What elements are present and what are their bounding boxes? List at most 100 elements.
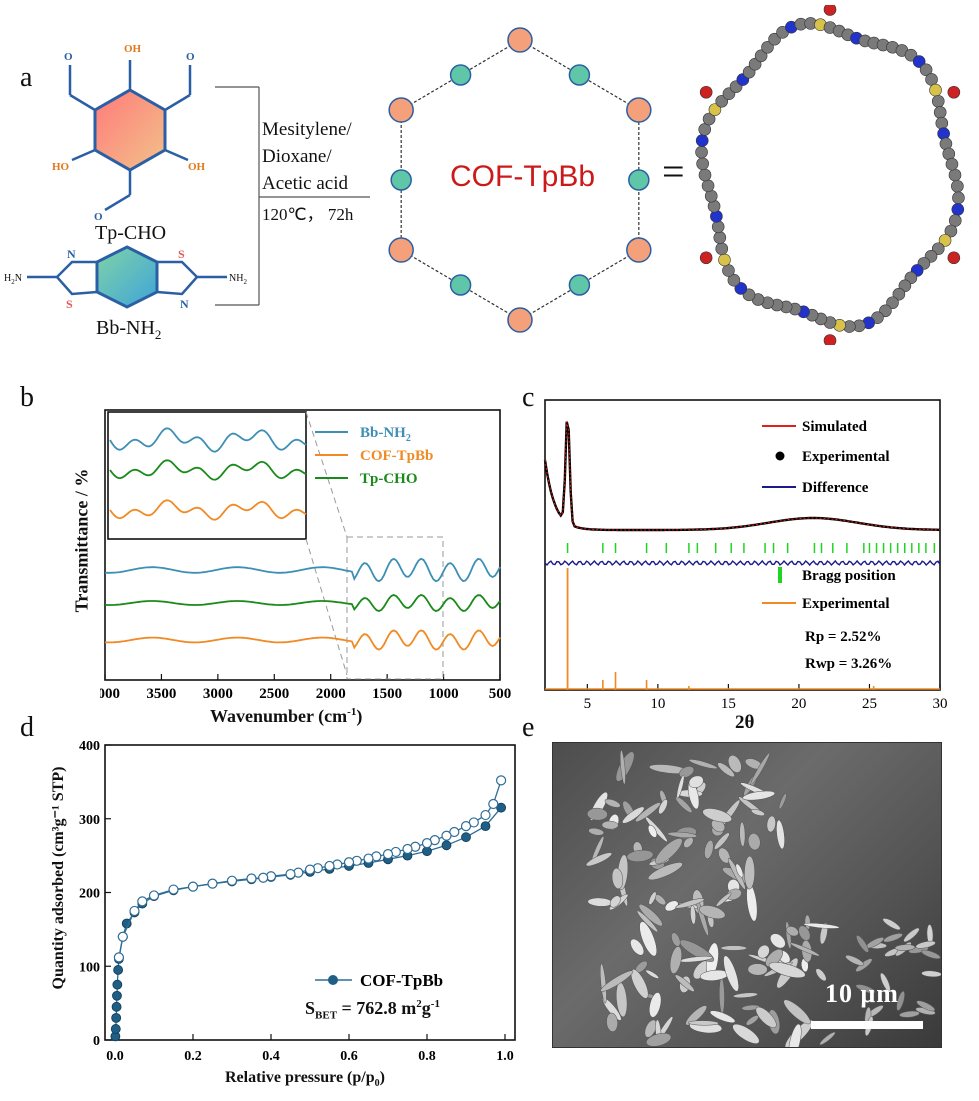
tp-node xyxy=(388,97,414,123)
atom xyxy=(718,253,731,267)
sbet-annotation: SBET = 762.8 m2g-1 xyxy=(305,998,440,1022)
flake xyxy=(778,793,787,810)
reaction-conditions: Mesitylene/ Dioxane/ Acetic acid 120℃， 7… xyxy=(262,116,353,228)
oxygen-atom xyxy=(947,85,961,99)
iso-y-tick-label: 0 xyxy=(93,1034,100,1049)
flake xyxy=(750,809,765,817)
tp-node xyxy=(388,237,414,263)
flake xyxy=(674,974,695,992)
iso-desorption-point xyxy=(168,884,179,895)
iso-x-tick-label: 0.8 xyxy=(418,1049,436,1064)
ftir-series-line xyxy=(104,557,501,583)
flake xyxy=(765,948,783,967)
ftir-tick-label: 2000 xyxy=(316,686,346,702)
tp-node xyxy=(507,307,533,333)
flake xyxy=(611,867,624,890)
framework-bond xyxy=(519,249,640,321)
tp-cho-structure: OH O O OH HO O xyxy=(52,43,206,223)
panel-e-label: e xyxy=(522,712,535,743)
pxrd-tick-label: 25 xyxy=(862,696,877,712)
flake xyxy=(903,927,920,943)
ftir-legend-label: Bb-NH2 xyxy=(360,425,411,444)
flake xyxy=(746,883,758,922)
flake xyxy=(845,954,864,966)
flake xyxy=(803,922,840,929)
iso-y-tick-label: 400 xyxy=(79,739,100,754)
iso-desorption-point xyxy=(382,849,394,860)
iso-desorption-point xyxy=(258,872,269,883)
flake xyxy=(667,831,698,838)
flake xyxy=(648,891,657,905)
flake xyxy=(790,942,820,957)
atom xyxy=(695,145,708,159)
pxrd-legend-label: Bragg position xyxy=(802,568,896,584)
flake xyxy=(720,945,747,951)
cof-ball-stick-model xyxy=(695,5,965,345)
flake xyxy=(698,905,726,920)
flake xyxy=(815,968,827,982)
flake xyxy=(714,832,730,850)
flake xyxy=(715,892,732,907)
svg-text:NH2: NH2 xyxy=(229,273,247,286)
iso-adsorption-point xyxy=(112,990,122,1001)
flake xyxy=(626,849,654,862)
iso-desorption-point xyxy=(496,775,507,786)
pxrd-tick-label: 15 xyxy=(721,696,736,712)
flake xyxy=(766,815,776,833)
flake xyxy=(622,806,645,824)
atom xyxy=(938,234,952,247)
iso-desorption-point xyxy=(207,878,218,889)
flake xyxy=(798,925,811,941)
panel-b-label: b xyxy=(20,382,34,413)
bb-linker xyxy=(449,274,472,296)
pxrd-tick-label: 20 xyxy=(791,696,806,712)
oxygen-atom xyxy=(699,85,713,99)
ftir-tick-label: 4000 xyxy=(100,686,120,702)
flake xyxy=(855,984,876,994)
legend-dot xyxy=(775,451,785,461)
cof-tpbb-title: COF-TpBb xyxy=(450,160,596,193)
flake xyxy=(728,755,742,773)
svg-text:O: O xyxy=(94,211,103,223)
svg-text:N: N xyxy=(180,297,189,311)
iso-desorption-point xyxy=(363,853,374,864)
iso-desorption-point xyxy=(421,837,433,849)
atom xyxy=(931,94,945,108)
atom xyxy=(912,55,926,68)
flake xyxy=(687,1020,719,1026)
iso-xlabel: Relative pressure (p/p0) xyxy=(225,1069,385,1090)
flake xyxy=(690,904,696,925)
tp-node xyxy=(626,97,652,123)
bb-linker xyxy=(568,64,591,86)
iso-y-tick-label: 100 xyxy=(79,960,100,975)
flake xyxy=(606,1012,618,1032)
flake xyxy=(750,752,770,786)
iso-adsorption-point xyxy=(112,979,123,990)
atom xyxy=(761,40,774,54)
pxrd-legend-label: Simulated xyxy=(802,419,868,435)
ftir-inset-line xyxy=(109,459,307,481)
iso-desorption-point xyxy=(304,864,316,875)
flake xyxy=(676,774,685,799)
flake xyxy=(619,750,626,785)
svg-text:S: S xyxy=(178,247,185,261)
pxrd-tick-label: 5 xyxy=(584,696,592,712)
iso-legend-marker xyxy=(328,975,338,985)
flake xyxy=(856,935,869,953)
iso-desorption-point xyxy=(113,952,125,963)
iso-adsorption-point xyxy=(480,821,491,832)
panel-d-label: d xyxy=(20,712,34,743)
flake xyxy=(735,863,744,878)
svg-text:H2N: H2N xyxy=(4,273,22,286)
flake xyxy=(639,921,658,957)
flake xyxy=(645,816,668,842)
ftir-series-line xyxy=(104,594,501,612)
flake xyxy=(604,798,621,808)
iso-desorption-point xyxy=(117,931,128,942)
iso-desorption-point xyxy=(488,798,499,810)
sem-flakes xyxy=(585,750,941,1047)
panel-a-label: a xyxy=(20,62,33,93)
flake xyxy=(723,955,739,992)
pxrd-experimental xyxy=(543,421,940,532)
iso-desorption-point xyxy=(137,896,148,907)
